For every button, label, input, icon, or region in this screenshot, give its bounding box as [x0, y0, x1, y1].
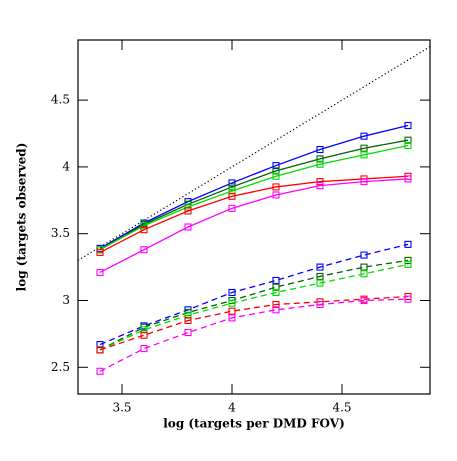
y-tick-label: 3 — [62, 293, 70, 307]
marker — [228, 192, 236, 200]
marker — [404, 175, 412, 183]
marker — [184, 207, 192, 215]
marker — [184, 316, 192, 325]
marker — [184, 311, 192, 319]
marker — [96, 367, 104, 375]
marker — [228, 183, 236, 191]
marker — [272, 167, 280, 175]
marker — [228, 179, 236, 187]
x-tick-label: 4.5 — [332, 401, 351, 415]
marker — [140, 226, 148, 234]
marker — [228, 288, 236, 297]
marker — [360, 144, 368, 152]
marker — [272, 306, 280, 314]
marker — [316, 178, 324, 186]
marker — [96, 346, 104, 354]
x-tick-label: 3.5 — [112, 401, 131, 415]
series-line — [99, 178, 409, 274]
marker — [272, 283, 280, 291]
marker — [404, 260, 412, 268]
marker — [316, 145, 324, 154]
marker — [272, 183, 280, 191]
marker — [228, 314, 236, 322]
marker — [228, 307, 236, 315]
marker — [228, 187, 236, 195]
marker — [316, 272, 324, 280]
y-tick-label: 4 — [62, 159, 70, 173]
marker — [316, 279, 324, 287]
marker — [316, 263, 324, 271]
marker — [96, 268, 104, 276]
y-axis-label: log (targets observed) — [15, 143, 29, 292]
marker — [140, 246, 148, 254]
series-line — [99, 144, 409, 251]
series-line — [99, 298, 409, 372]
marker — [360, 263, 368, 271]
marker — [184, 203, 192, 211]
marker — [272, 276, 280, 285]
marker — [272, 162, 280, 170]
marker — [140, 326, 148, 334]
marker — [360, 178, 368, 186]
marker — [316, 160, 324, 168]
marker — [272, 288, 280, 297]
y-tick-label: 2.5 — [51, 360, 70, 374]
marker — [272, 191, 280, 199]
marker — [272, 172, 280, 180]
marker — [360, 251, 368, 259]
marker — [228, 204, 236, 212]
marker — [96, 341, 104, 349]
x-axis-label: log (targets per DMD FOV) — [163, 417, 345, 431]
series-line — [99, 124, 409, 249]
series-line — [99, 139, 409, 251]
series-line — [99, 295, 409, 351]
series-line — [99, 243, 409, 346]
y-tick-label: 4.5 — [51, 93, 70, 107]
series-line — [99, 263, 409, 351]
marker — [316, 155, 324, 163]
marker — [140, 222, 148, 230]
marker — [360, 296, 368, 305]
plot-frame — [77, 39, 431, 395]
marker — [96, 248, 104, 256]
marker — [184, 329, 192, 337]
y-tick-label: 3.5 — [51, 226, 70, 240]
marker — [360, 270, 368, 278]
series-line — [99, 259, 409, 351]
marker — [404, 240, 412, 248]
marker — [184, 223, 192, 231]
marker — [228, 299, 236, 307]
marker — [140, 331, 148, 339]
marker — [404, 141, 412, 150]
marker — [404, 256, 412, 264]
marker — [140, 345, 148, 353]
marker — [316, 300, 324, 309]
marker — [404, 136, 412, 144]
series-line — [99, 175, 409, 253]
marker — [404, 295, 412, 303]
marker — [360, 132, 368, 140]
marker — [272, 300, 280, 309]
marker — [316, 182, 324, 190]
marker — [360, 151, 368, 159]
x-tick-label: 4 — [228, 401, 236, 415]
identity-line — [77, 46, 431, 261]
marker — [404, 121, 412, 130]
